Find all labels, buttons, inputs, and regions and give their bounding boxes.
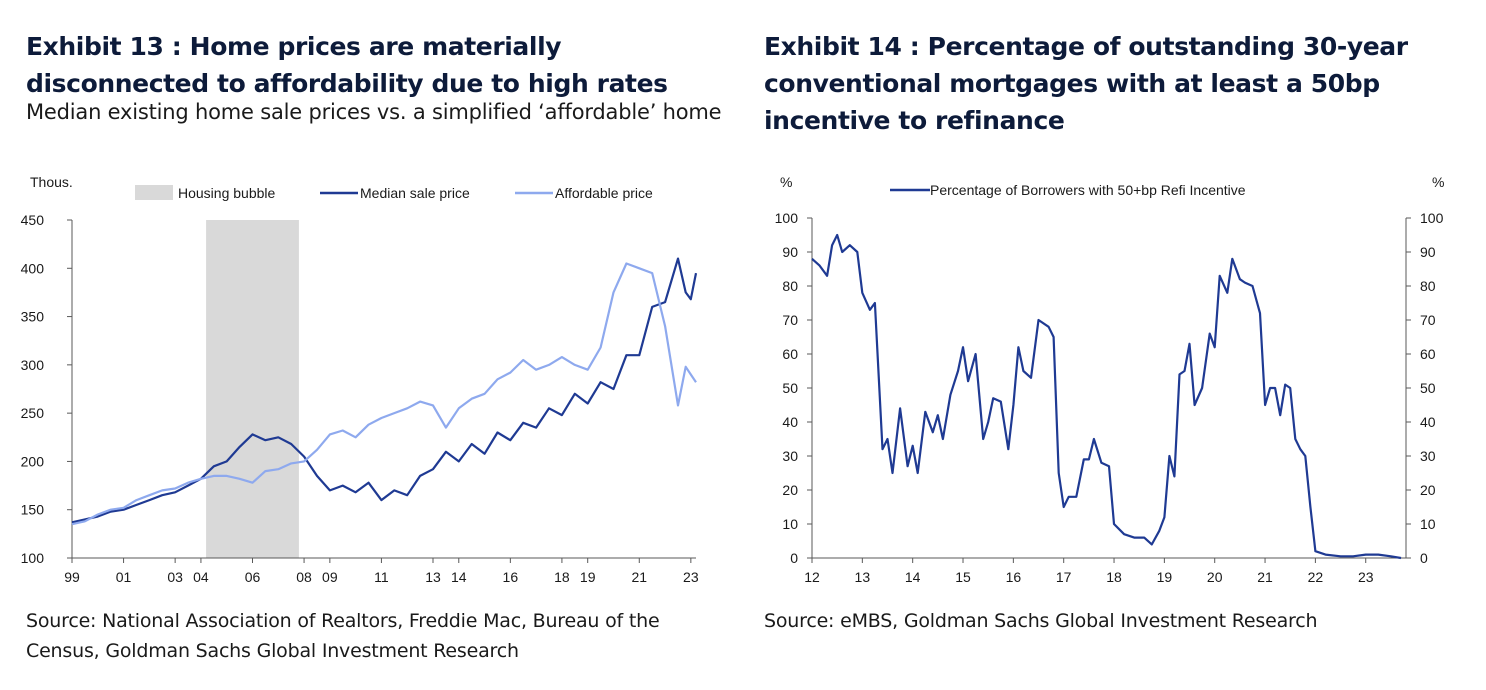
y-unit-label: Thous. <box>30 174 73 190</box>
y-tick-label: 100 <box>21 550 45 566</box>
exhibit-13-title: Exhibit 13 : Home prices are materially … <box>26 32 668 98</box>
x-tick-label: 13 <box>855 569 871 585</box>
exhibit-13-panel: Exhibit 13 : Home prices are materially … <box>0 0 740 690</box>
x-tick-label: 23 <box>683 569 699 585</box>
exhibit-14-title: Exhibit 14 : Percentage of outstanding 3… <box>764 32 1408 135</box>
y-tick-label: 350 <box>21 309 45 325</box>
x-tick-label: 18 <box>1106 569 1122 585</box>
x-tick-label: 16 <box>1006 569 1022 585</box>
y-tick-label: 400 <box>21 260 45 276</box>
median-sale-price-line <box>71 257 698 524</box>
y-tick-label-right: 40 <box>1420 414 1436 430</box>
refi-incentive-line <box>811 233 1402 560</box>
y-tick-label: 450 <box>21 212 45 228</box>
exhibit-14-chart: 0 0 10 10 20 20 30 30 40 40 50 50 60 60 70 70 80 80 90 90 10… <box>775 174 1445 585</box>
x-tick-label: 19 <box>1157 569 1173 585</box>
y-tick-label-right: 0 <box>1420 550 1428 566</box>
legend-label-housing-bubble: Housing bubble <box>178 185 276 201</box>
y-tick-label-right: 10 <box>1420 516 1436 532</box>
y-tick-label-right: 60 <box>1420 346 1436 362</box>
x-tick-label: 18 <box>554 569 570 585</box>
exhibit-13-subtitle: Median existing home sale prices vs. a s… <box>26 100 722 124</box>
y-tick-label-left: 70 <box>782 312 798 328</box>
x-tick-label: 17 <box>1056 569 1072 585</box>
x-tick-label: 21 <box>631 569 647 585</box>
y-tick-label-left: 90 <box>782 244 798 260</box>
x-tick-label: 21 <box>1257 569 1273 585</box>
x-tick-label: 19 <box>580 569 596 585</box>
exhibit-13-chart: 100 150 200 250 300 350 400 450 99 01 03 04 06 08 09 11… <box>21 174 699 585</box>
y-tick-label-right: 30 <box>1420 448 1436 464</box>
x-tick-label: 14 <box>451 569 467 585</box>
legend-label-affordable: Affordable price <box>555 185 653 201</box>
y-tick-label: 300 <box>21 357 45 373</box>
x-tick-label: 06 <box>245 569 261 585</box>
x-tick-label: 12 <box>804 569 820 585</box>
x-tick-label: 11 <box>374 569 389 585</box>
x-tick-label: 09 <box>322 569 338 585</box>
y-tick-label-right: 70 <box>1420 312 1436 328</box>
x-tick-label: 13 <box>425 569 441 585</box>
y-tick-label-left: 50 <box>782 380 798 396</box>
y-tick-label: 250 <box>21 405 45 421</box>
y-unit-label-left: % <box>780 174 792 190</box>
y-unit-label-right: % <box>1432 174 1444 190</box>
y-tick-label-right: 80 <box>1420 278 1436 294</box>
y-tick-label: 150 <box>21 502 45 518</box>
x-tick-label: 16 <box>503 569 519 585</box>
y-tick-label-right: 20 <box>1420 482 1436 498</box>
x-tick-label: 08 <box>296 569 312 585</box>
x-tick-label: 15 <box>955 569 971 585</box>
y-tick-label-left: 10 <box>782 516 798 532</box>
affordable-price-line <box>71 262 697 526</box>
x-tick-label: 22 <box>1308 569 1324 585</box>
y-tick-label-left: 40 <box>782 414 798 430</box>
y-tick-label-left: 30 <box>782 448 798 464</box>
x-tick-label: 03 <box>167 569 183 585</box>
y-tick-label-left: 60 <box>782 346 798 362</box>
x-tick-label: 23 <box>1358 569 1374 585</box>
exhibit-13-source: Source: National Association of Realtors… <box>26 610 660 662</box>
legend-label-refi: Percentage of Borrowers with 50+bp Refi … <box>930 182 1246 198</box>
x-tick-label: 99 <box>64 569 80 585</box>
exhibit-14-panel: Exhibit 14 : Percentage of outstanding 3… <box>740 0 1486 690</box>
y-tick-label-right: 90 <box>1420 244 1436 260</box>
y-tick-label-left: 20 <box>782 482 798 498</box>
y-tick-label-right: 100 <box>1420 210 1444 226</box>
legend-label-median: Median sale price <box>360 185 470 201</box>
x-tick-label: 20 <box>1207 569 1223 585</box>
legend-swatch-housing-bubble <box>135 185 173 200</box>
x-tick-label: 01 <box>116 569 132 585</box>
housing-bubble-shade <box>206 220 299 558</box>
x-tick-label: 14 <box>905 569 921 585</box>
y-tick-label-left: 0 <box>790 550 798 566</box>
exhibit-14-source: Source: eMBS, Goldman Sachs Global Inves… <box>764 610 1318 632</box>
y-tick-label: 200 <box>21 453 45 469</box>
y-tick-label-right: 50 <box>1420 380 1436 396</box>
x-tick-label: 04 <box>193 569 209 585</box>
y-tick-label-left: 80 <box>782 278 798 294</box>
y-tick-label-left: 100 <box>775 210 799 226</box>
